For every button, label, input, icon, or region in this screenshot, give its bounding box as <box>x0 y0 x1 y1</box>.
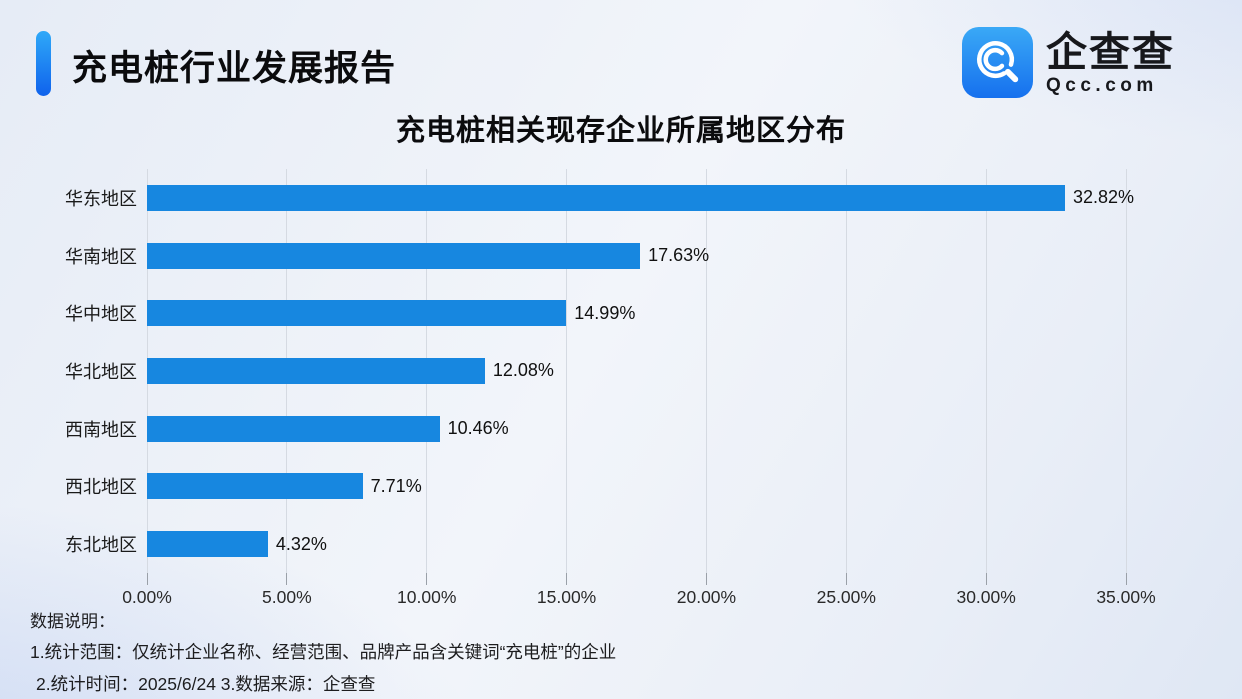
bar-value-label: 14.99% <box>574 302 636 323</box>
bar <box>147 415 440 442</box>
tick-mark <box>286 573 288 585</box>
bar-row: 32.82% <box>147 169 1134 227</box>
chart-title: 充电桩相关现存企业所属地区分布 <box>395 115 846 147</box>
category-cell: 华中地区 <box>0 284 137 342</box>
title-accent-bar <box>36 31 51 96</box>
x-axis-tick-label: 30.00% <box>956 587 1016 607</box>
tick-mark <box>705 573 707 585</box>
bar-value-label: 32.82% <box>1073 187 1135 208</box>
category-label: 华南地区 <box>65 246 137 267</box>
bar-value-label: 12.08% <box>492 360 554 381</box>
bar-value-label: 7.71% <box>370 475 422 496</box>
category-cell: 华北地区 <box>0 342 137 400</box>
category-cell: 西南地区 <box>0 400 137 458</box>
gridline <box>566 169 568 573</box>
gridline <box>1125 169 1127 573</box>
category-label: 华中地区 <box>65 304 137 325</box>
qcc-logo: 企查查 Qcc.com <box>962 27 1175 98</box>
bar-row: 10.46% <box>147 400 1126 458</box>
bar-row: 7.71% <box>147 458 1126 516</box>
notes-date-source: 2.统计时间：2025/6/24 3.数据来源：企查查 <box>36 674 376 694</box>
x-axis-tick-label: 25.00% <box>816 587 876 607</box>
bar <box>147 242 641 269</box>
report-title: 充电桩行业发展报告 <box>72 49 397 88</box>
x-axis-labels: 0.00% 5.00% 10.00% 15.00% 20.00% 25.00% 30.00%… <box>122 587 1155 609</box>
qcc-logo-text: 企查查 Qcc.com <box>1046 27 1175 97</box>
bar <box>147 184 1066 211</box>
x-axis-tick-label: 15.00% <box>536 587 597 607</box>
bar <box>147 531 268 558</box>
tick-mark <box>985 573 987 585</box>
bar-rows: 32.82% 17.63% 14.99% 12.08% 10.46% 7.71% 4.32% <box>147 169 1134 573</box>
category-cell: 华东地区 <box>0 169 137 227</box>
x-axis-ticks <box>146 573 1127 585</box>
bar-row: 17.63% <box>147 227 1126 285</box>
category-label: 西南地区 <box>65 419 137 440</box>
bar-row: 14.99% <box>147 284 1126 342</box>
category-label: 华北地区 <box>65 361 137 382</box>
category-label: 华东地区 <box>65 188 137 209</box>
category-cell: 东北地区 <box>0 515 137 573</box>
bar-value-label: 4.32% <box>275 533 327 554</box>
category-label: 东北地区 <box>65 535 137 556</box>
category-cell: 西北地区 <box>0 458 137 516</box>
bar <box>147 300 567 327</box>
category-axis: 华东地区华南地区华中地区华北地区西南地区西北地区东北地区 <box>0 169 137 573</box>
gridline <box>845 169 847 573</box>
tick-mark <box>426 573 428 585</box>
tick-mark <box>146 573 148 585</box>
category-label: 西北地区 <box>65 477 137 498</box>
tick-mark <box>566 573 568 585</box>
notes-heading: 数据说明： <box>30 612 115 631</box>
bar-value-label: 10.46% <box>447 418 509 439</box>
qcc-magnifier-icon <box>962 27 1033 98</box>
qcc-logo-name: 企查查 <box>1046 29 1175 75</box>
tick-mark <box>1125 573 1127 585</box>
bar-row: 4.32% <box>147 515 1126 573</box>
bar <box>147 357 485 384</box>
x-axis-tick-label: 0.00% <box>122 587 172 607</box>
notes-scope: 1.统计范围：仅统计企业名称、经营范围、品牌产品含关键词“充电桩”的企业 <box>30 642 617 662</box>
bar-value-label: 17.63% <box>648 245 710 266</box>
tick-mark <box>845 573 847 585</box>
x-axis-tick-label: 5.00% <box>262 587 312 607</box>
bar-chart-plot: 32.82% 17.63% 14.99% 12.08% 10.46% 7.71% 4.32% <box>146 169 1134 573</box>
x-axis-tick-label: 10.00% <box>397 587 457 607</box>
category-cell: 华南地区 <box>0 227 137 285</box>
x-axis-tick-label: 20.00% <box>676 587 737 607</box>
bar-row: 12.08% <box>147 342 1126 400</box>
gridline <box>985 169 987 573</box>
gridline <box>705 169 707 573</box>
bar <box>147 473 363 500</box>
qcc-logo-domain: Qcc.com <box>1046 75 1158 96</box>
x-axis-tick-label: 35.00% <box>1096 587 1156 607</box>
